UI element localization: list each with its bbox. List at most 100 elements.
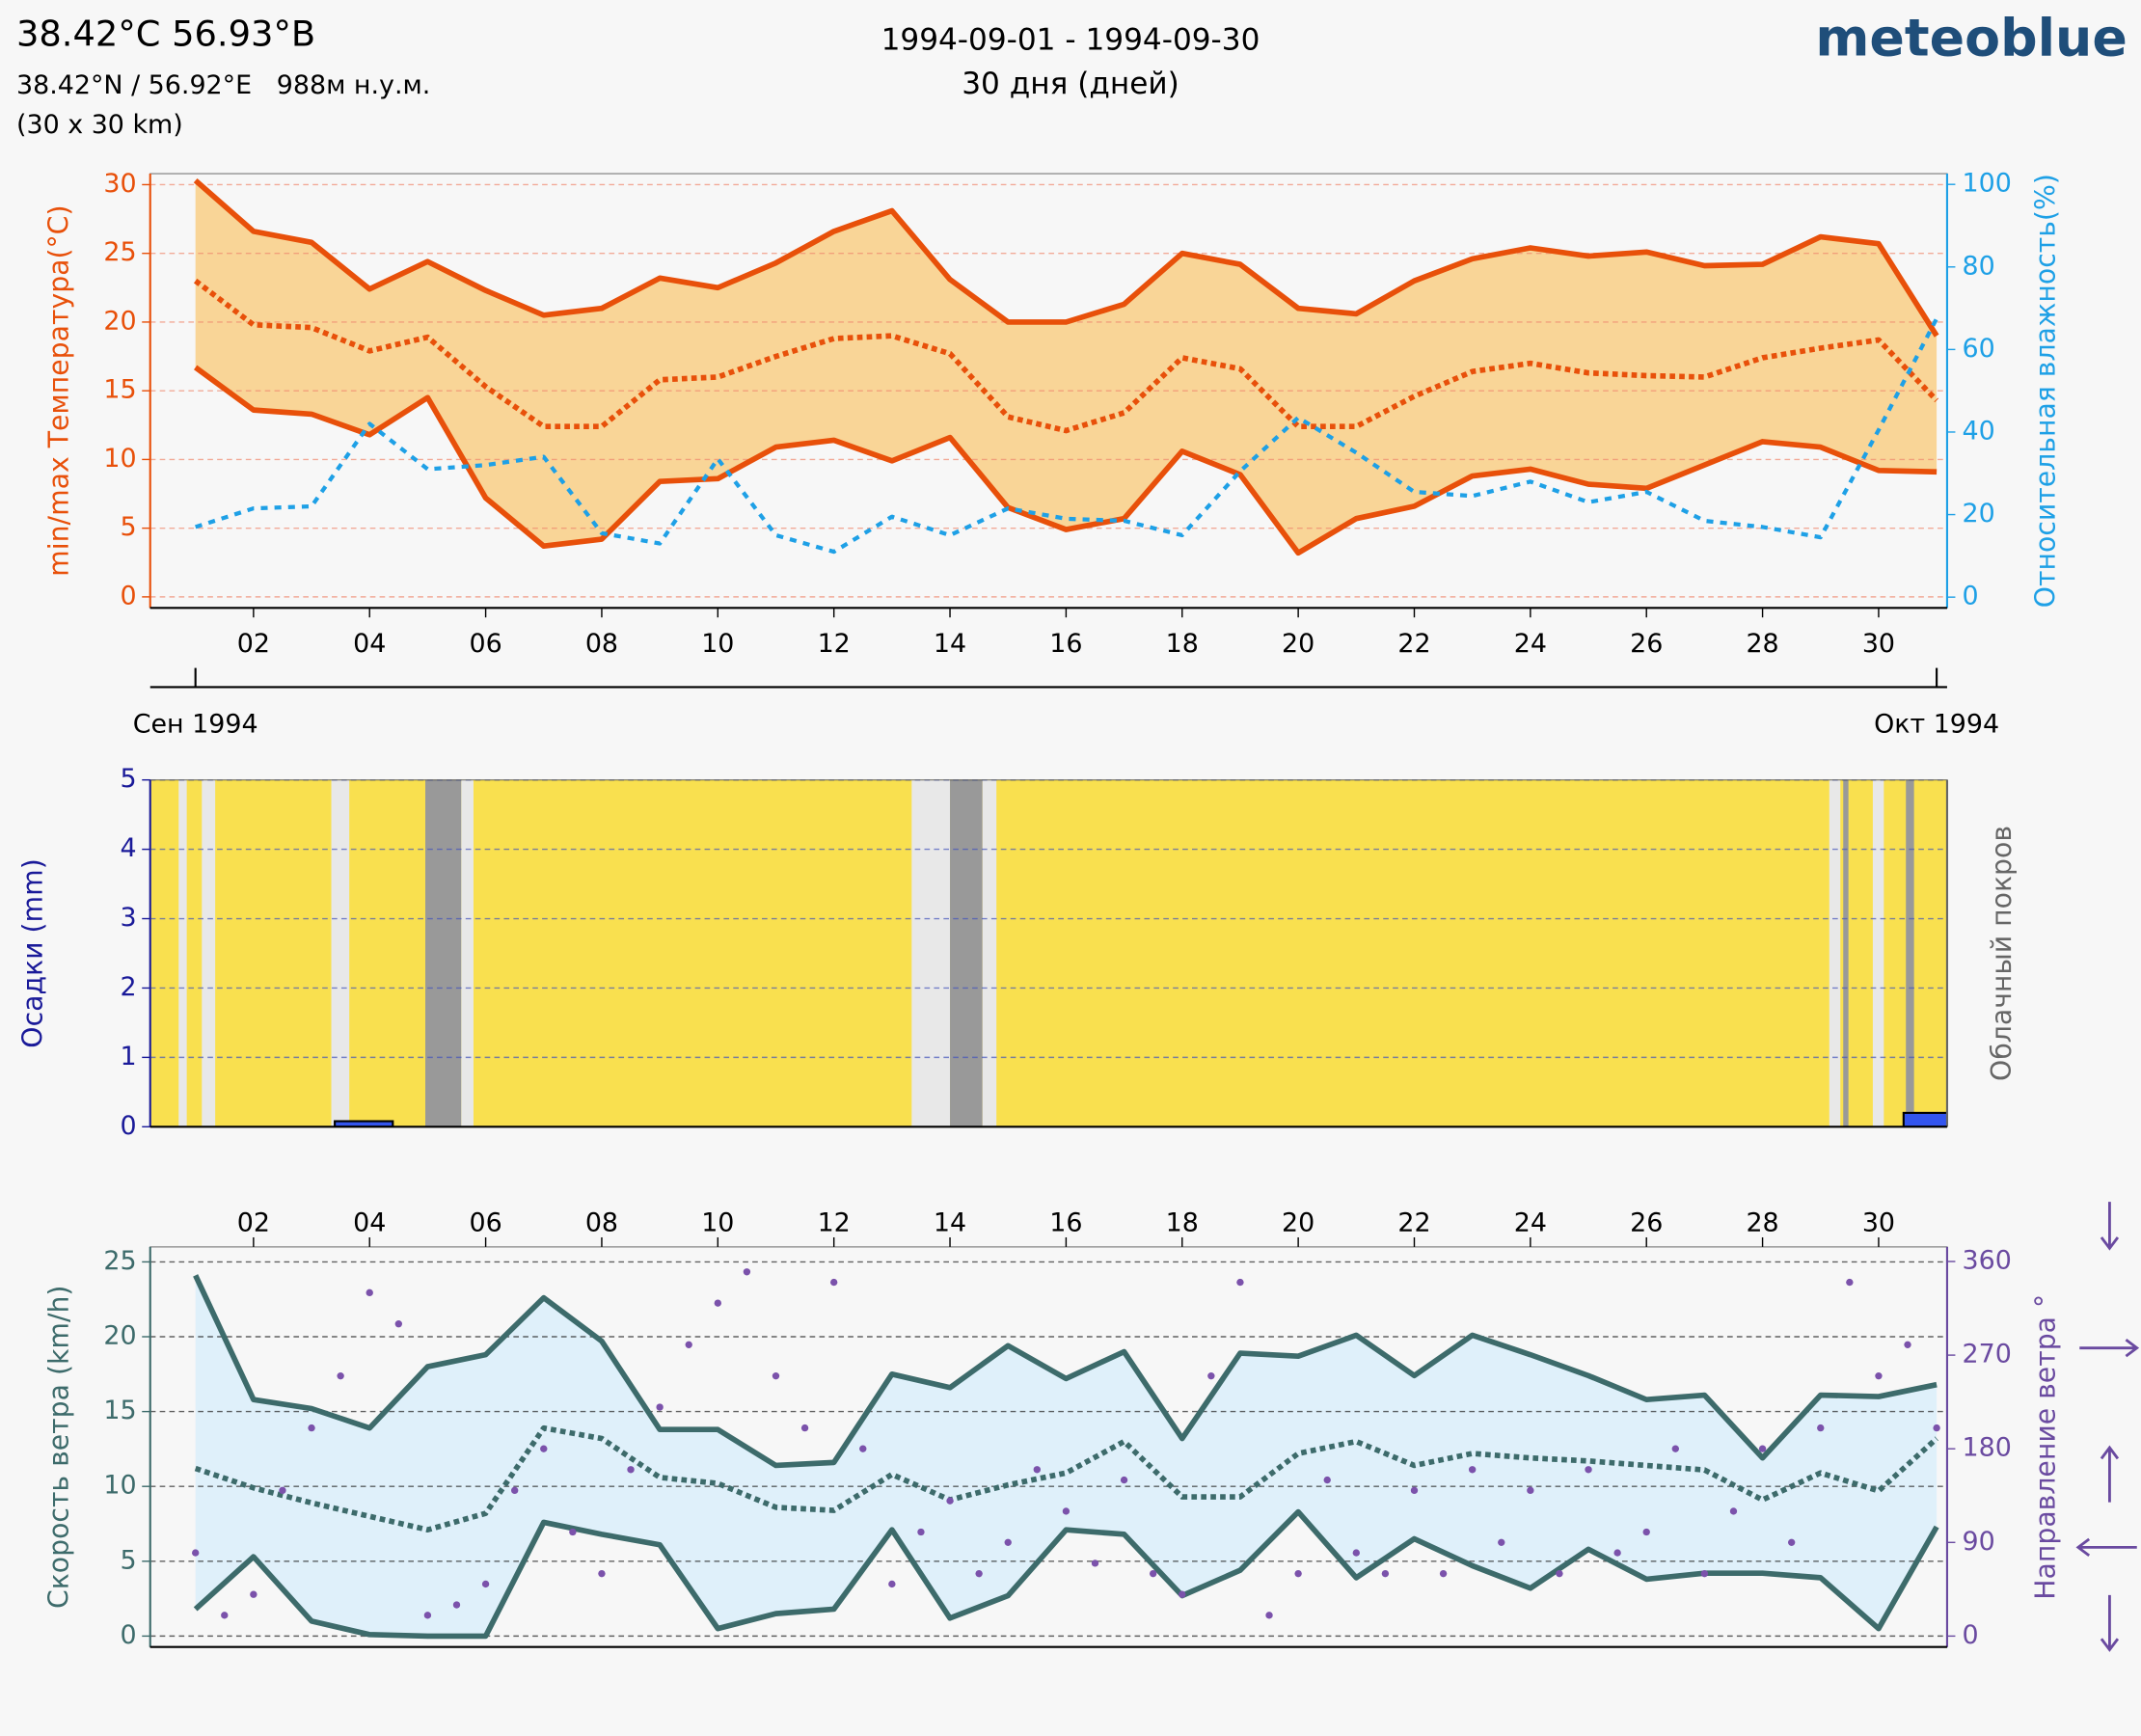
x-tick-label: 16 <box>1049 1207 1082 1237</box>
x-tick-label: 02 <box>237 1207 270 1237</box>
y-tick-label: 20 <box>103 1321 136 1351</box>
direction-dot <box>1149 1569 1157 1578</box>
y2-tick-label: 90 <box>1963 1527 1995 1557</box>
y-tick-label: 3 <box>120 903 136 933</box>
y-axis-title: min/max Температура(°C) <box>42 205 74 577</box>
y-axis-title: Скорость ветра (km/h) <box>42 1286 74 1610</box>
y2-tick-label: 80 <box>1963 251 1995 281</box>
x-tick-label: 04 <box>353 1207 386 1237</box>
plot-background <box>149 779 1947 1127</box>
cloud-band <box>202 779 216 1127</box>
x-tick-label: 26 <box>1630 1207 1663 1237</box>
y-tick-label: 15 <box>103 1396 136 1425</box>
cloud-band <box>1843 779 1849 1127</box>
plot-area <box>149 779 1947 1127</box>
direction-dot <box>1381 1569 1390 1578</box>
cloud-band <box>1829 779 1841 1127</box>
resolution: (30 x 30 km) <box>16 110 183 140</box>
cloud-band <box>1872 779 1884 1127</box>
y2-tick-label: 40 <box>1963 416 1995 446</box>
cloud-band <box>1906 779 1914 1127</box>
y2-tick-label: 270 <box>1963 1340 2012 1370</box>
direction-dot <box>1787 1538 1796 1546</box>
y-tick-label: 10 <box>103 444 136 474</box>
direction-dot <box>946 1497 954 1505</box>
direction-dot <box>1933 1424 1940 1432</box>
y-tick-label: 25 <box>103 237 136 267</box>
y-tick-label: 5 <box>120 764 136 794</box>
x-tick-label: 26 <box>1630 629 1663 659</box>
direction-dot <box>1062 1507 1070 1515</box>
x-tick-label: 04 <box>353 629 386 659</box>
x-tick-label: 30 <box>1862 1207 1895 1237</box>
direction-dot <box>1671 1445 1679 1452</box>
direction-dot <box>1846 1278 1854 1287</box>
direction-dot <box>308 1424 315 1432</box>
direction-dot <box>337 1371 344 1380</box>
direction-dot <box>1294 1569 1302 1578</box>
direction-dot <box>1468 1466 1477 1474</box>
direction-dot <box>250 1590 257 1598</box>
x-tick-label: 18 <box>1166 629 1199 659</box>
direction-dot <box>1700 1569 1709 1578</box>
cloud-band <box>178 779 187 1127</box>
direction-dot <box>569 1528 577 1536</box>
x-tick-label: 18 <box>1166 1207 1199 1237</box>
y2-tick-label: 100 <box>1963 169 2012 199</box>
direction-dot <box>1236 1278 1244 1287</box>
series-line <box>194 365 1938 556</box>
direction-dot <box>975 1569 983 1578</box>
direction-dot <box>1875 1371 1883 1380</box>
y2-tick-label: 20 <box>1963 499 1995 529</box>
direction-dot <box>1207 1371 1215 1380</box>
coordinates: 38.42°N / 56.92°E 988м н.у.м. <box>16 70 430 100</box>
x-tick-label: 20 <box>1282 1207 1314 1237</box>
direction-dot <box>859 1445 867 1452</box>
period: 1994-09-01 - 1994-09-30 <box>881 23 1260 58</box>
direction-dot <box>1642 1528 1650 1536</box>
direction-dot <box>510 1486 519 1495</box>
y-tick-label: 0 <box>120 581 136 610</box>
direction-dot <box>1120 1476 1128 1484</box>
direction-dot <box>829 1278 838 1287</box>
x-tick-label: 12 <box>818 1207 851 1237</box>
y2-tick-label: 180 <box>1963 1433 2012 1463</box>
title: 38.42°C 56.93°B <box>16 14 315 55</box>
direction-dot <box>800 1424 809 1432</box>
y-tick-label: 25 <box>103 1246 136 1276</box>
x-tick-label: 02 <box>237 629 270 659</box>
direction-dot <box>1004 1538 1012 1546</box>
x-tick-label: 24 <box>1514 1207 1547 1237</box>
direction-dot <box>1265 1612 1273 1619</box>
x-tick-label: 06 <box>469 629 501 659</box>
direction-dot <box>1527 1486 1534 1495</box>
x-tick-label: 20 <box>1282 629 1314 659</box>
x-tick-label: 16 <box>1049 629 1082 659</box>
direction-dot <box>1817 1424 1825 1432</box>
y-tick-label: 30 <box>103 169 136 199</box>
y2-axis-title: Относительная влажность(%) <box>2029 174 2061 608</box>
cloud-band <box>461 779 474 1127</box>
month-label: Сен 1994 <box>133 710 258 740</box>
brand-logo: meteoblue <box>1815 7 2127 68</box>
y-axis-title: Осадки (mm) <box>16 858 48 1047</box>
duration: 30 дня (дней) <box>962 67 1179 101</box>
direction-dot <box>1352 1549 1360 1557</box>
y-tick-label: 0 <box>120 1620 136 1650</box>
y-tick-label: 10 <box>103 1471 136 1501</box>
direction-dot <box>1179 1590 1186 1598</box>
cloud-band <box>331 779 350 1127</box>
direction-dot <box>452 1601 461 1609</box>
cloud-band <box>911 779 951 1127</box>
y-tick-label: 15 <box>103 375 136 405</box>
x-tick-label: 22 <box>1397 629 1430 659</box>
cloud-band <box>982 779 997 1127</box>
direction-dot <box>598 1569 606 1578</box>
x-tick-label: 14 <box>934 1207 966 1237</box>
y2-axis-title: Направление ветра ° <box>2029 1294 2061 1600</box>
x-tick-label: 30 <box>1862 629 1895 659</box>
direction-dot <box>772 1371 780 1380</box>
x-tick-label: 12 <box>818 629 851 659</box>
month-label: Окт 1994 <box>1874 710 1999 740</box>
